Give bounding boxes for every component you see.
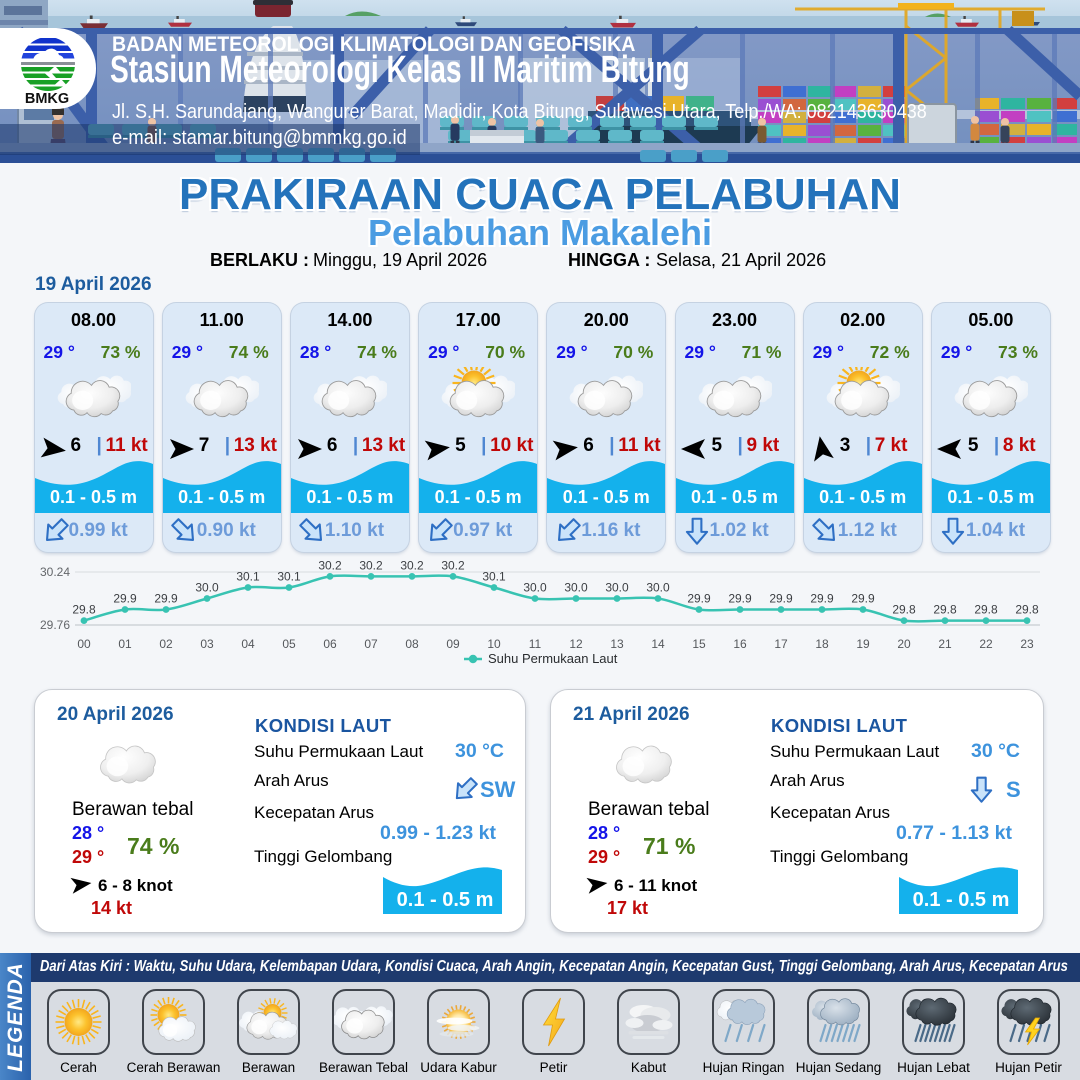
- svg-text:23: 23: [1020, 637, 1034, 651]
- svg-text:30.0: 30.0: [564, 581, 588, 595]
- svg-text:29.8: 29.8: [933, 603, 957, 617]
- svg-text:29.76: 29.76: [40, 618, 70, 632]
- svg-text:30.24: 30.24: [40, 565, 70, 579]
- svg-text:11: 11: [529, 637, 542, 651]
- svg-text:16: 16: [733, 637, 747, 651]
- svg-text:29.9: 29.9: [687, 592, 711, 606]
- svg-text:18: 18: [815, 637, 829, 651]
- svg-text:29.8: 29.8: [974, 603, 998, 617]
- svg-text:15: 15: [692, 637, 706, 651]
- svg-text:29.9: 29.9: [851, 592, 875, 606]
- svg-text:29.9: 29.9: [154, 592, 178, 606]
- svg-text:29.8: 29.8: [72, 603, 96, 617]
- svg-text:0.1 - 0.5 m: 0.1 - 0.5 m: [397, 889, 494, 911]
- svg-text:29.8: 29.8: [1015, 603, 1039, 617]
- svg-text:30.1: 30.1: [277, 570, 301, 584]
- svg-text:12: 12: [569, 637, 583, 651]
- svg-text:10: 10: [487, 637, 501, 651]
- svg-text:30.0: 30.0: [605, 581, 629, 595]
- svg-text:01: 01: [118, 637, 132, 651]
- svg-text:06: 06: [323, 637, 337, 651]
- svg-text:04: 04: [241, 637, 255, 651]
- svg-text:30.1: 30.1: [482, 570, 506, 584]
- svg-text:30.2: 30.2: [359, 558, 383, 572]
- svg-text:02: 02: [159, 637, 173, 651]
- svg-text:30.1: 30.1: [236, 570, 260, 584]
- svg-text:08: 08: [405, 637, 419, 651]
- svg-text:29.8: 29.8: [892, 603, 916, 617]
- svg-text:14: 14: [651, 637, 665, 651]
- svg-text:05: 05: [282, 637, 296, 651]
- svg-text:20: 20: [897, 637, 911, 651]
- svg-text:21: 21: [938, 637, 952, 651]
- svg-text:30.2: 30.2: [318, 558, 342, 572]
- svg-text:30.2: 30.2: [400, 558, 424, 572]
- svg-text:0.1 - 0.5 m: 0.1 - 0.5 m: [913, 889, 1010, 911]
- svg-text:09: 09: [446, 637, 460, 651]
- svg-text:29.9: 29.9: [810, 592, 834, 606]
- svg-text:30.0: 30.0: [523, 581, 547, 595]
- svg-text:22: 22: [979, 637, 993, 651]
- svg-text:30.0: 30.0: [646, 581, 670, 595]
- svg-text:Suhu Permukaan Laut: Suhu Permukaan Laut: [488, 651, 618, 666]
- svg-text:30.2: 30.2: [441, 558, 465, 572]
- svg-text:00: 00: [77, 637, 91, 651]
- svg-text:17: 17: [774, 637, 788, 651]
- svg-text:19: 19: [856, 637, 870, 651]
- svg-text:30.0: 30.0: [195, 581, 219, 595]
- svg-text:13: 13: [610, 637, 624, 651]
- svg-text:29.9: 29.9: [769, 592, 793, 606]
- svg-text:29.9: 29.9: [728, 592, 752, 606]
- svg-text:29.9: 29.9: [113, 592, 137, 606]
- svg-text:07: 07: [364, 637, 378, 651]
- svg-text:03: 03: [200, 637, 214, 651]
